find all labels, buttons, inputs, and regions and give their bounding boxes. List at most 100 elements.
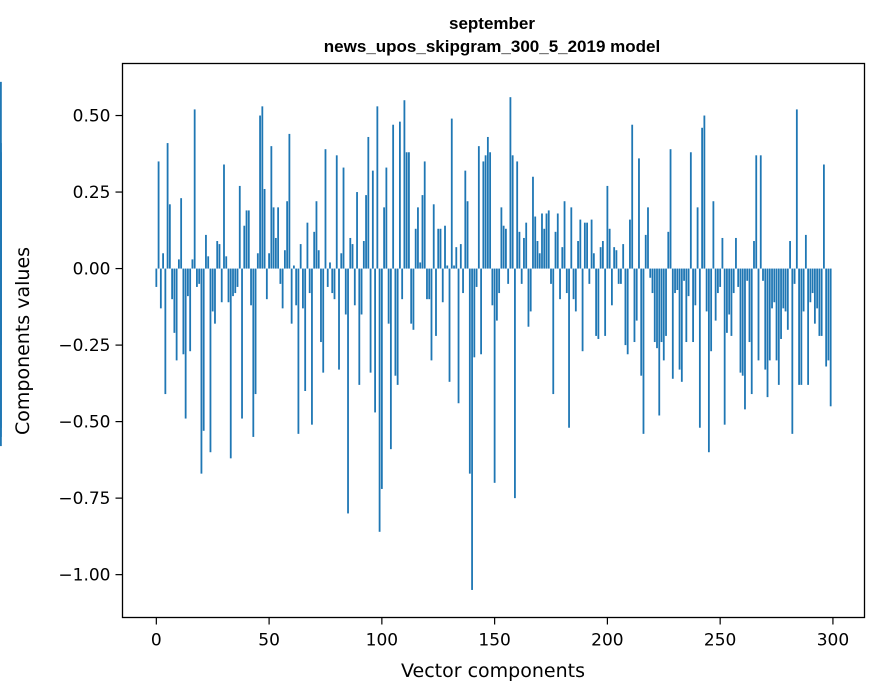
bar-2 bbox=[159, 268, 162, 309]
x-tick-label: 200 bbox=[591, 631, 623, 651]
bar-28 bbox=[218, 244, 221, 269]
bar-186 bbox=[574, 268, 577, 312]
bar-108 bbox=[399, 121, 401, 269]
y-tick-label: 0.50 bbox=[73, 107, 111, 127]
bar-109 bbox=[401, 268, 404, 300]
bar-247 bbox=[712, 201, 715, 269]
bar-21 bbox=[202, 268, 205, 431]
x-axis-label: Vector components bbox=[401, 660, 585, 682]
bar-131 bbox=[450, 118, 453, 269]
bar-173 bbox=[545, 213, 548, 269]
bar-201 bbox=[608, 228, 611, 269]
bar-129 bbox=[446, 265, 449, 269]
bar-40 bbox=[245, 210, 248, 269]
bar-90 bbox=[358, 268, 361, 385]
bar-46 bbox=[259, 115, 261, 269]
bar-41 bbox=[247, 210, 250, 269]
bar-262 bbox=[746, 268, 749, 281]
bar-162 bbox=[520, 268, 523, 284]
bar-284 bbox=[795, 109, 798, 269]
bar-102 bbox=[385, 167, 388, 269]
bar-222 bbox=[656, 268, 658, 349]
bar-259 bbox=[739, 268, 742, 373]
bar-153 bbox=[500, 207, 503, 269]
bar-16 bbox=[191, 259, 194, 269]
bar-95 bbox=[369, 268, 372, 373]
bar-118 bbox=[421, 195, 424, 269]
bar-252 bbox=[723, 268, 726, 425]
bar-234 bbox=[683, 268, 685, 281]
y-tick-label: −0.75 bbox=[58, 489, 110, 509]
bar-183 bbox=[568, 268, 570, 428]
bar-14 bbox=[187, 268, 189, 297]
bar-113 bbox=[410, 268, 413, 324]
bar-130 bbox=[448, 268, 451, 382]
bar-187 bbox=[577, 241, 579, 269]
bar-85 bbox=[347, 268, 349, 514]
bar-100 bbox=[380, 268, 383, 489]
bar-165 bbox=[527, 268, 530, 327]
bar-5 bbox=[166, 143, 169, 269]
bar-145 bbox=[482, 161, 485, 269]
bar-50 bbox=[268, 253, 270, 269]
bar-43 bbox=[252, 268, 255, 437]
bar-147 bbox=[486, 136, 489, 269]
bar-276 bbox=[777, 268, 780, 385]
bar-257 bbox=[735, 237, 737, 269]
bar-278 bbox=[782, 268, 785, 309]
bar-35 bbox=[234, 268, 237, 294]
bar-189 bbox=[581, 268, 584, 352]
bar-264 bbox=[750, 268, 753, 395]
bar-163 bbox=[523, 237, 525, 269]
bar-120 bbox=[426, 268, 428, 300]
bar-290 bbox=[809, 268, 812, 303]
bar-54 bbox=[277, 207, 280, 269]
bar-66 bbox=[304, 268, 307, 391]
y-tick-label: 0.25 bbox=[73, 183, 111, 203]
bar-64 bbox=[299, 244, 302, 269]
bar-195 bbox=[595, 268, 598, 336]
bar-75 bbox=[324, 149, 327, 269]
x-tick-label: 300 bbox=[817, 631, 849, 651]
bar-254 bbox=[728, 268, 731, 315]
bar-245 bbox=[707, 268, 710, 453]
bar-125 bbox=[437, 228, 440, 269]
bar-84 bbox=[344, 268, 347, 315]
bar-164 bbox=[525, 222, 528, 269]
bar-121 bbox=[428, 268, 431, 300]
bar-192 bbox=[588, 268, 591, 284]
x-tick-label: 50 bbox=[258, 631, 280, 651]
bar-289 bbox=[807, 268, 810, 385]
bar-255 bbox=[730, 268, 733, 336]
bar-3 bbox=[162, 253, 164, 269]
bar-79 bbox=[333, 268, 336, 300]
bar-38 bbox=[241, 268, 243, 419]
bar-127 bbox=[441, 268, 444, 303]
bar-65 bbox=[302, 268, 304, 309]
bar-37 bbox=[238, 185, 241, 269]
bar-272 bbox=[768, 268, 771, 361]
bar-175 bbox=[550, 268, 552, 284]
bar-256 bbox=[732, 268, 735, 294]
bar-111 bbox=[405, 152, 408, 269]
bar-73 bbox=[320, 268, 322, 343]
bar-194 bbox=[592, 253, 595, 269]
bar-179 bbox=[559, 268, 561, 300]
bar-119 bbox=[423, 161, 426, 269]
y-axis: 0.50 0.25 0.00 −0.25 −0.50 −0.75 −1.00 bbox=[58, 107, 123, 586]
bar-212 bbox=[633, 268, 636, 343]
bar-196 bbox=[597, 268, 600, 339]
bar-155 bbox=[505, 228, 507, 269]
bar-116 bbox=[417, 207, 419, 269]
bar-142 bbox=[475, 268, 478, 287]
bar-299 bbox=[829, 268, 832, 407]
bar-266 bbox=[755, 155, 758, 269]
bar-110 bbox=[403, 100, 406, 269]
bar-191 bbox=[586, 222, 588, 269]
bar-181 bbox=[563, 201, 566, 269]
bar-271 bbox=[766, 268, 769, 398]
bar-36 bbox=[236, 268, 239, 287]
bar-134 bbox=[457, 268, 460, 404]
bar-151 bbox=[495, 268, 498, 321]
bar-71 bbox=[315, 201, 318, 269]
